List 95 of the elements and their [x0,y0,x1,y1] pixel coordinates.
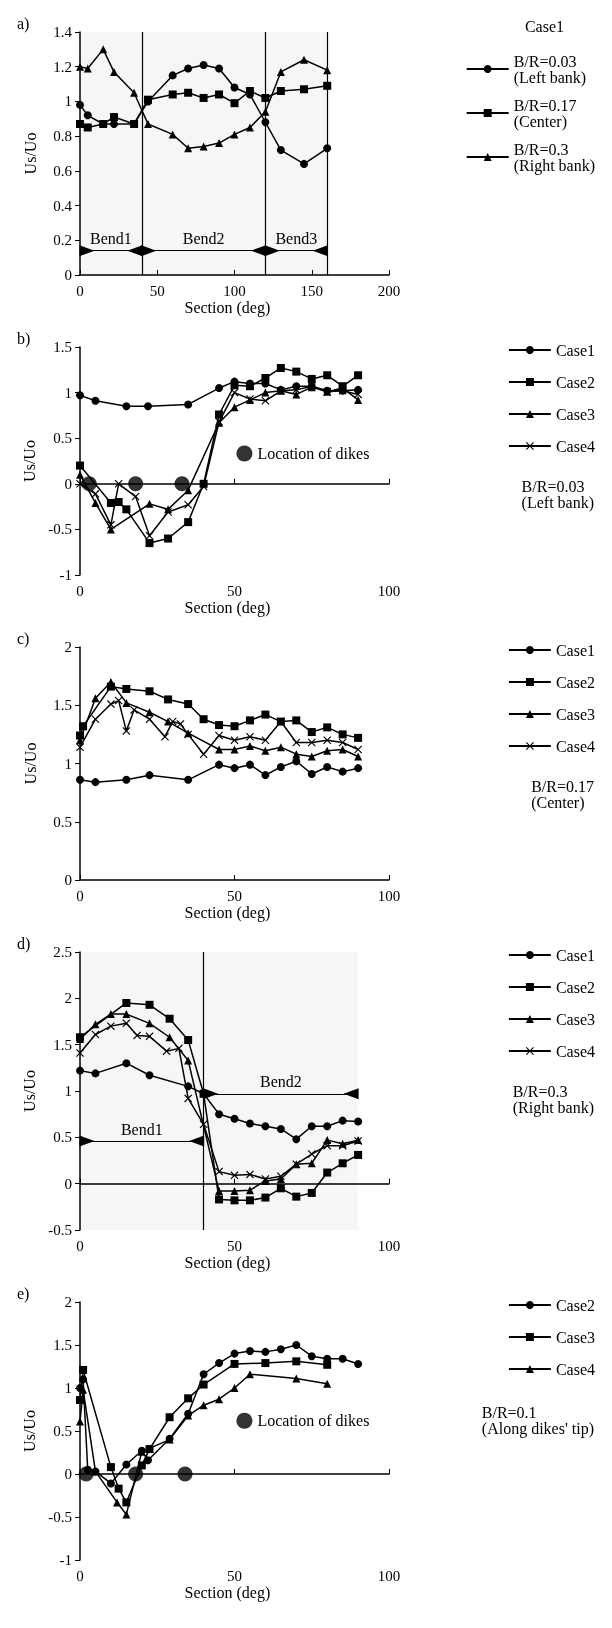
y-axis-title: Us/Uo [21,132,39,175]
legend-label: Case4 [555,1360,596,1378]
y-tick-label: 0.5 [53,430,72,447]
legend-label: B/R=0.3 (Right bank) [513,140,596,175]
y-tick-label: 2 [64,1294,72,1310]
y-tick-label: 0 [64,1175,72,1192]
y-tick-label: -0.5 [48,1222,72,1238]
x-tick-label: 150 [300,282,323,299]
y-tick-label: 0 [64,267,72,283]
y-tick-label: 2.5 [53,944,72,960]
x-tick-label: 0 [76,1237,84,1254]
legend-label: Location of dikes [257,1412,370,1430]
legend-label: Case2 [555,673,596,691]
x-tick-label: 50 [227,582,242,599]
y-axis-title: Us/Uo [21,742,39,785]
x-axis-title: Section (deg) [184,1253,271,1272]
x-tick-label: 100 [223,282,246,299]
y-tick-label: 0.4 [53,197,73,214]
y-axis-title: Us/Uo [20,440,38,482]
x-tick-label: 100 [377,582,401,599]
legend-label: Case4 [555,737,596,755]
legend-label: Case4 [555,1042,596,1060]
y-tick-label: -0.5 [48,521,72,538]
legend-label: Case2 [555,978,596,996]
legend-label: Case2 [555,373,596,391]
legend-label: Case2 [555,1296,596,1314]
y-tick-label: 0.5 [53,813,72,830]
x-tick-label: 100 [377,887,401,904]
band-label: Bend2 [182,230,225,248]
y-tick-label: 1 [64,93,72,110]
legend-label: B/R=0.17 (Center) [513,96,577,131]
y-tick-label: 1 [64,1380,72,1396]
y-tick-label: 0.6 [53,162,73,179]
legend-label: Case3 [555,1010,596,1028]
y-tick-label: -0.5 [48,1509,72,1525]
x-tick-label: 50 [227,1567,242,1584]
legend-title: Case1 [524,17,565,35]
y-tick-label: 1.2 [53,58,72,75]
x-axis-title: Section (deg) [184,298,271,317]
x-tick-label: 0 [76,282,84,299]
x-tick-label: 50 [227,1237,242,1254]
y-tick-label: 1 [64,755,72,772]
band-label: Bend1 [120,1120,163,1138]
x-tick-label: 0 [76,887,84,904]
y-tick-label: 1.5 [53,339,72,355]
y-tick-label: 1.5 [53,1337,72,1353]
y-tick-label: 2 [64,990,72,1007]
y-tick-label: 0.5 [53,1129,72,1146]
text: B/R=0.03 (Left bank) [521,477,594,512]
legend-label: Case3 [555,705,596,723]
legend-label: Case3 [555,1328,596,1346]
x-tick-label: 50 [227,887,242,904]
x-axis-title: Section (deg) [184,903,271,922]
y-tick-label: 0 [64,872,72,888]
y-tick-label: 1 [64,384,72,401]
chart-title: b) [17,329,31,348]
chart-title: d) [17,934,31,953]
chart-title: c) [17,629,30,648]
y-tick-label: 0.5 [53,1423,72,1439]
x-tick-label: 0 [76,1567,84,1584]
band-label: Bend1 [90,230,132,248]
y-tick-label: 2 [64,639,72,655]
x-tick-label: 0 [76,582,84,599]
y-tick-label: -1 [59,567,72,583]
y-tick-label: 0.2 [53,232,72,249]
legend-label: Case1 [555,946,596,964]
text: B/R=0.17 (Center) [531,777,594,812]
y-tick-label: 0 [64,1466,72,1482]
y-tick-label: 1.5 [53,1036,72,1053]
x-axis-title: Section (deg) [184,598,271,617]
x-tick-label: 50 [149,282,165,299]
legend-label: Case1 [555,341,596,359]
x-tick-label: 100 [377,1237,401,1254]
y-tick-label: 0.8 [53,128,72,145]
legend-label: Case1 [555,641,596,659]
y-tick-label: 1.5 [53,697,72,714]
y-tick-label: 1.4 [53,24,73,40]
band-label: Bend3 [275,230,318,248]
y-axis-title: Us/Uo [20,1070,38,1112]
text: B/R=0.1 (Along dikes' tip) [481,1403,594,1438]
chart-title: e) [17,1284,30,1303]
band-label: Bend2 [259,1073,302,1091]
text: B/R=0.3 (Right bank) [512,1082,595,1117]
legend-label: Case4 [555,437,596,455]
y-tick-label: 0 [64,475,72,492]
legend-label: B/R=0.03 (Left bank) [513,52,587,87]
y-axis-title: Us/Uo [20,1410,38,1452]
x-tick-label: 200 [377,282,401,299]
legend-label: Location of dikes [257,444,370,462]
chart-title: a) [17,14,30,33]
y-tick-label: -1 [59,1552,72,1568]
y-tick-label: 1 [64,1083,72,1099]
x-axis-title: Section (deg) [184,1583,271,1602]
x-tick-label: 100 [377,1567,401,1584]
legend-label: Case3 [555,405,596,423]
